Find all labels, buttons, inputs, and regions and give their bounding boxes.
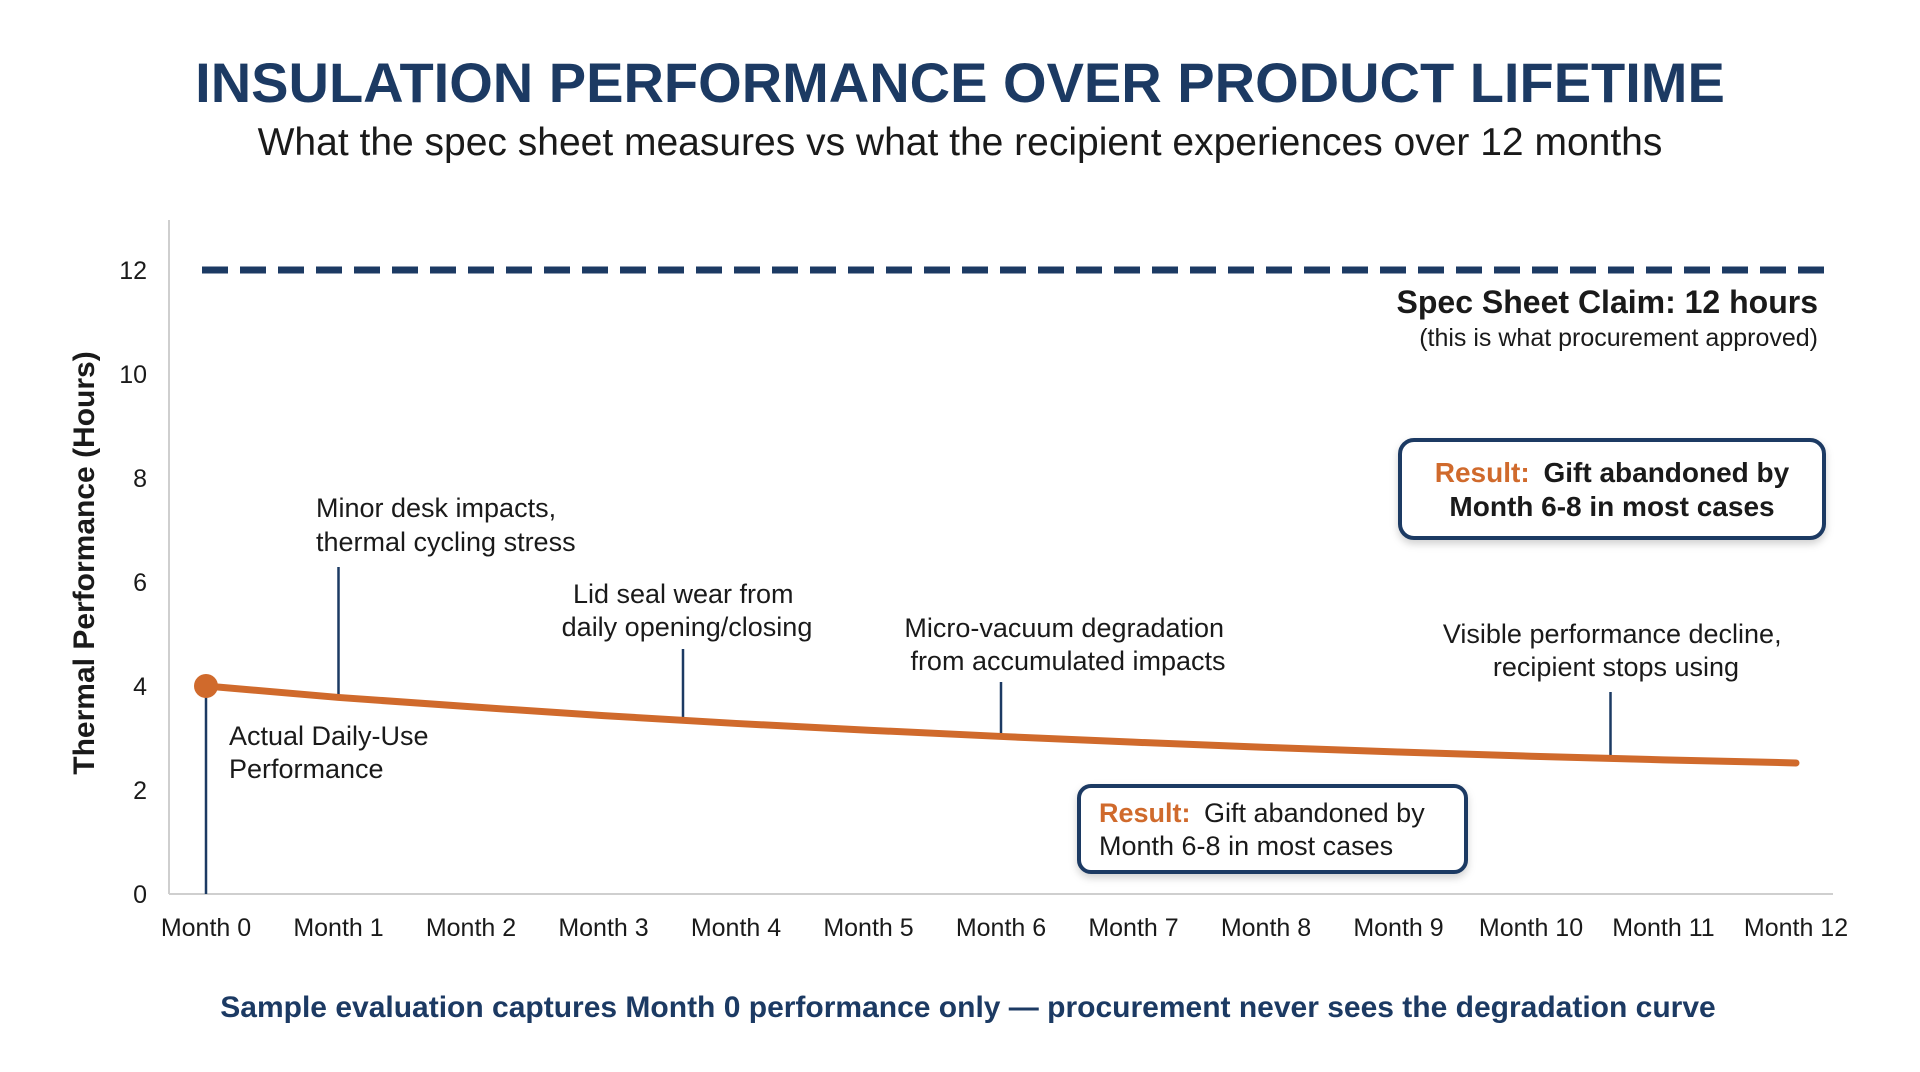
svg-text:Result: Gift abandoned b: Result: Gift abandoned by xyxy=(1435,457,1790,488)
y-tick-label: 8 xyxy=(133,465,147,493)
footer-note: Sample evaluation captures Month 0 perfo… xyxy=(220,991,1715,1024)
data-point xyxy=(194,674,218,698)
callout-line1: Gift abandoned by xyxy=(1204,798,1425,828)
annotation-visible-decline: Visible performance decline, recipient s… xyxy=(1443,619,1789,682)
x-tick-label: Month 1 xyxy=(293,914,383,942)
spec-claim-label: Spec Sheet Claim: 12 hours xyxy=(1397,284,1818,320)
callout-prefix: Result: xyxy=(1099,798,1191,828)
x-tick-label: Month 10 xyxy=(1479,914,1583,942)
x-tick-label: Month 11 xyxy=(1612,914,1714,942)
x-tick-label: Month 0 xyxy=(161,914,251,942)
x-tick-label: Month 3 xyxy=(558,914,648,942)
x-tick-label: Month 8 xyxy=(1221,914,1311,942)
annotation-actual-daily-use: Actual Daily-Use Performance xyxy=(229,721,436,784)
y-tick-label: 0 xyxy=(133,881,147,909)
x-tick-label: Month 12 xyxy=(1744,914,1848,942)
x-tick-label: Month 4 xyxy=(691,914,781,942)
annotation-micro-vacuum: Micro-vacuum degradation from accumulate… xyxy=(904,613,1231,676)
result-callout-secondary: Result: Gift abandoned by Month 6-8 in m… xyxy=(1077,784,1468,874)
y-axis-title: Thermal Performance (Hours) xyxy=(68,351,101,774)
annotation-lid-seal: Lid seal wear from daily opening/closing xyxy=(562,579,813,642)
callout-line2: Month 6-8 in most cases xyxy=(1099,831,1393,861)
callout-line1: Gift abandoned by xyxy=(1543,457,1789,488)
chart-title: INSULATION PERFORMANCE OVER PRODUCT LIFE… xyxy=(195,51,1725,114)
callout-line2: Month 6-8 in most cases xyxy=(1449,491,1774,522)
callout-prefix: Result: xyxy=(1435,457,1530,488)
chart-subtitle: What the spec sheet measures vs what the… xyxy=(258,121,1663,164)
y-tick-label: 6 xyxy=(133,569,147,597)
y-tick-label: 2 xyxy=(133,777,147,805)
x-tick-label: Month 5 xyxy=(823,914,913,942)
y-tick-label: 12 xyxy=(119,257,147,285)
result-callout-primary: Result: Gift abandoned by Month 6-8 in m… xyxy=(1398,438,1826,540)
x-tick-label: Month 9 xyxy=(1353,914,1443,942)
svg-text:Result: Gift abandoned b: Result: Gift abandoned by xyxy=(1099,798,1425,828)
y-tick-label: 10 xyxy=(119,361,147,389)
x-tick-label: Month 2 xyxy=(426,914,516,942)
x-tick-label: Month 7 xyxy=(1088,914,1178,942)
spec-claim-sublabel: (this is what procurement approved) xyxy=(1419,324,1818,352)
y-tick-label: 4 xyxy=(133,673,147,701)
x-tick-label: Month 6 xyxy=(956,914,1046,942)
annotation-desk-impacts: Minor desk impacts, thermal cycling stre… xyxy=(316,493,576,557)
